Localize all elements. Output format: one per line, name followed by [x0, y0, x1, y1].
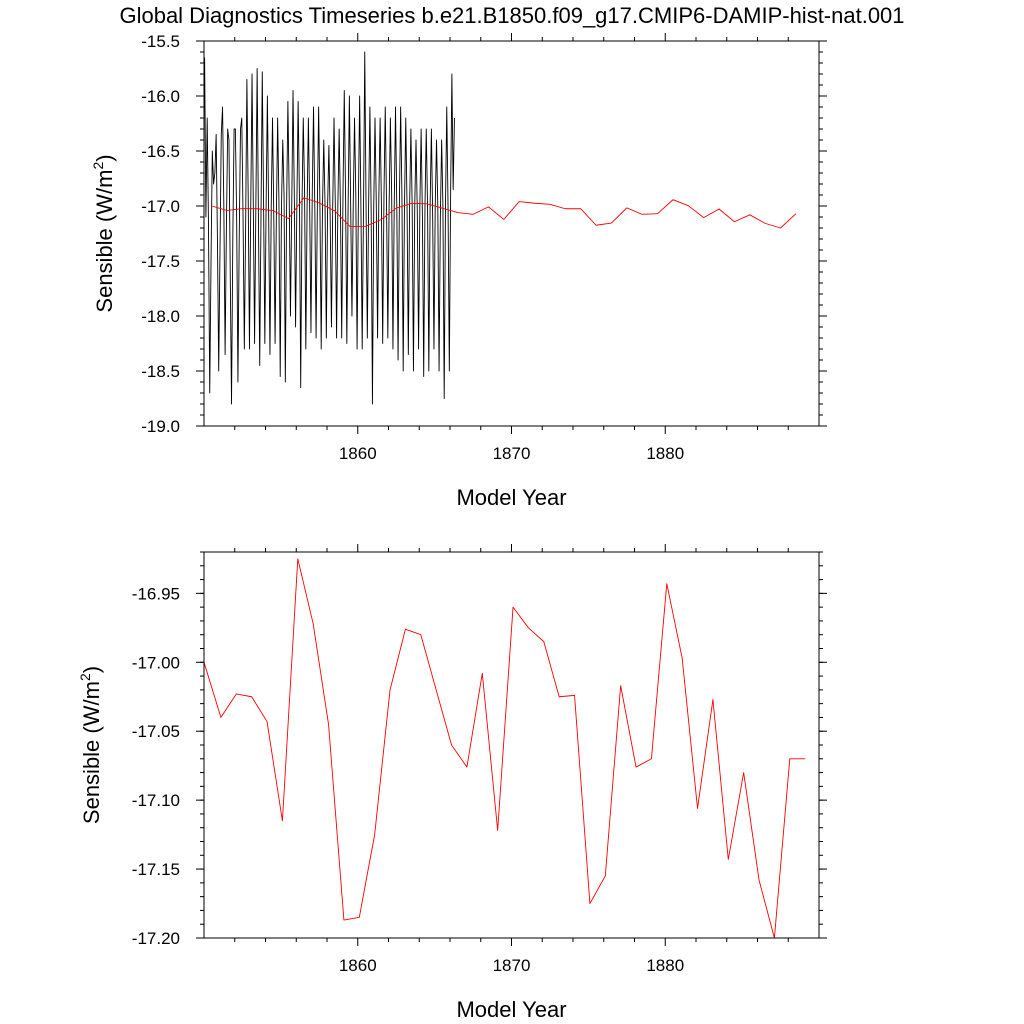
bottom-panel-x-tick-label: 1880 [646, 956, 684, 975]
bottom-panel-y-axis-label: Sensible (W/m2) [77, 666, 104, 824]
bottom-panel-y-tick-label: -17.10 [132, 791, 180, 810]
bottom-panel: 1860 1870 1880 -17.20 -17.15 -17.10 -17.05 -17.… [77, 544, 827, 1022]
bottom-panel-frame [203, 551, 820, 939]
bottom-panel-y-tick-label: -16.95 [132, 584, 180, 603]
bottom-panel-x-axis-label: Model Year [456, 997, 566, 1022]
top-panel-x-axis-label: Model Year [456, 485, 566, 510]
top-panel-y-tick-label: -17.5 [141, 252, 180, 271]
top-panel-y-tick-label: -18.5 [141, 362, 180, 381]
bottom-panel-y-tick-label: -17.05 [132, 722, 180, 741]
top-panel-marks [204, 51, 797, 405]
top-panel-y-tick-label: -16.5 [141, 142, 180, 161]
top-panel-y-tick-label: -19.0 [141, 417, 180, 436]
top-panel-y-tick-label: -18.0 [141, 307, 180, 326]
top-panel-x-tick-label: 1860 [339, 444, 377, 463]
top-panel-y-axis-label: Sensible (W/m2) [90, 154, 117, 312]
top-panel-y-tick-label: -15.5 [141, 32, 180, 51]
top-panel-series-line-black [204, 51, 455, 405]
bottom-panel-ticks: 1860 1870 1880 -17.20 -17.15 -17.10 -17.05 -17.… [132, 544, 827, 975]
chart-title: Global Diagnostics Timeseries b.e21.B185… [119, 3, 904, 28]
bottom-panel-y-tick-label: -17.00 [132, 653, 180, 672]
top-panel: 1860 1870 1880 -19.0 -18.5 -18.0 -17.5 -17.0 -16… [90, 32, 827, 510]
bottom-panel-y-tick-label: -17.20 [132, 929, 180, 948]
top-panel-y-tick-label: -17.0 [141, 197, 180, 216]
top-panel-series-line-red [211, 197, 797, 229]
top-panel-y-tick-label: -16.0 [141, 87, 180, 106]
bottom-panel-marks [204, 558, 806, 938]
top-panel-ticks: 1860 1870 1880 -19.0 -18.5 -18.0 -17.5 -17.0 -16… [141, 32, 827, 463]
top-panel-x-tick-label: 1880 [646, 444, 684, 463]
bottom-panel-series-line-red [204, 558, 806, 938]
bottom-panel-x-tick-label: 1860 [339, 956, 377, 975]
bottom-panel-y-tick-label: -17.15 [132, 860, 180, 879]
top-panel-x-tick-label: 1870 [493, 444, 531, 463]
bottom-panel-x-tick-label: 1870 [493, 956, 531, 975]
